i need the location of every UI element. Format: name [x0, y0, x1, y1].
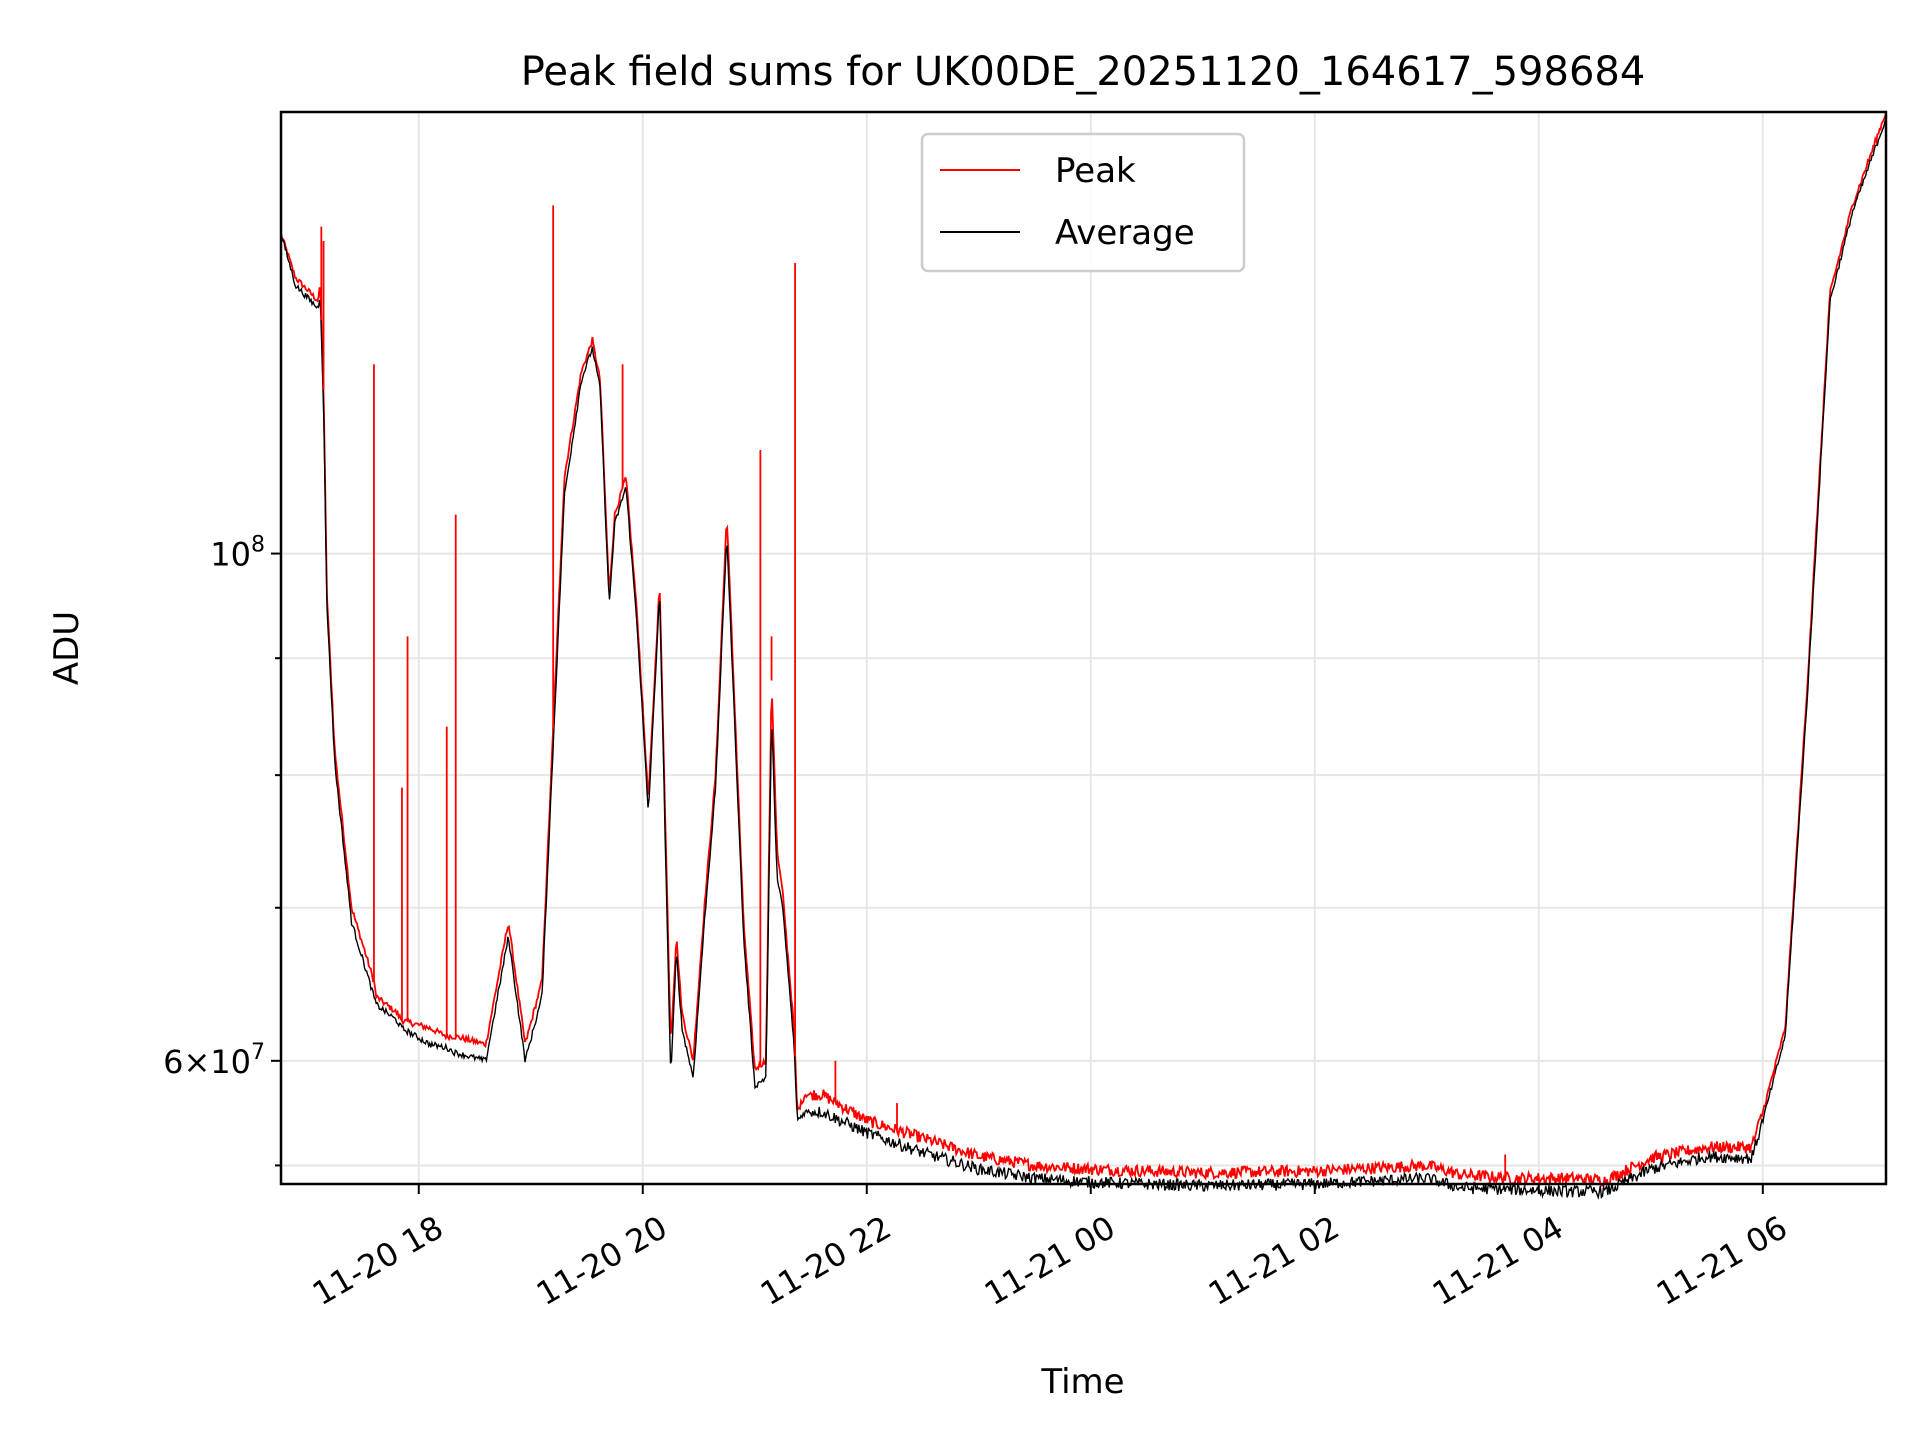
- legend-box: [920, 132, 1246, 273]
- chart-title: Peak field sums for UK00DE_20251120_1646…: [521, 49, 1646, 95]
- grid: [281, 112, 1886, 1184]
- plot-frame: [279, 110, 1888, 1186]
- series: [280, 113, 1887, 1200]
- x-axis-label: Time: [1040, 1362, 1124, 1402]
- series-line-average: [280, 119, 1887, 1200]
- y-tick-label: 108: [210, 533, 265, 574]
- y-axis-label: ADU: [47, 611, 87, 685]
- legend-average-label: Average: [1055, 213, 1195, 253]
- legend-peak-label: Peak: [1055, 151, 1136, 191]
- y-tick-label: 6×107: [163, 1040, 265, 1081]
- series-line-peak: [280, 113, 1887, 1188]
- legend: Peak Average: [920, 132, 1246, 273]
